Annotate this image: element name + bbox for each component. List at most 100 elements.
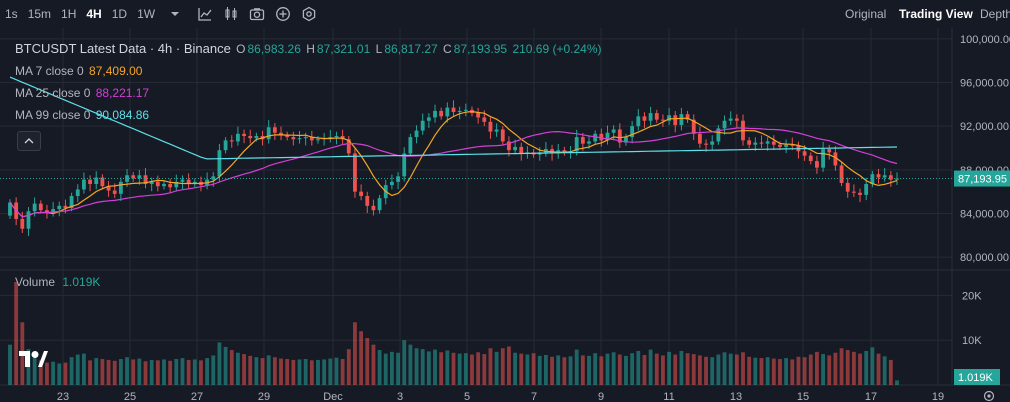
volume-bar bbox=[75, 354, 80, 385]
volume-bar bbox=[272, 357, 277, 385]
time-tick-label: 19 bbox=[932, 391, 944, 402]
timeframe-group: 1s 15m 1H 4H 1D 1W bbox=[0, 7, 160, 21]
volume-bar bbox=[248, 355, 253, 385]
symbol-title: BTCUSDT Latest Data · 4h · Binance bbox=[15, 41, 231, 56]
timeframe-1w-button[interactable]: 1W bbox=[137, 7, 156, 21]
timeframe-4h-button[interactable]: 4H bbox=[86, 7, 102, 21]
volume-bar bbox=[562, 357, 567, 385]
candle bbox=[69, 196, 74, 208]
time-tick-label: 25 bbox=[124, 391, 136, 402]
candle bbox=[445, 107, 450, 117]
volume-bar bbox=[236, 352, 240, 385]
candle bbox=[402, 153, 407, 177]
volume-bar bbox=[328, 358, 333, 385]
view-original-button[interactable]: Original bbox=[845, 7, 887, 21]
tradingview-logo-icon[interactable] bbox=[16, 346, 50, 372]
candle bbox=[106, 186, 111, 191]
volume-bar bbox=[500, 348, 505, 385]
candle bbox=[642, 116, 647, 121]
candles-icon[interactable] bbox=[220, 3, 242, 25]
line-chart-icon[interactable] bbox=[194, 3, 216, 25]
ma25-value: 88,221.17 bbox=[95, 86, 150, 100]
volume-bar bbox=[155, 360, 160, 385]
candle bbox=[574, 137, 579, 152]
candle bbox=[143, 175, 148, 184]
volume-bar bbox=[556, 355, 561, 385]
volume-bar bbox=[297, 359, 302, 385]
candle bbox=[217, 150, 222, 177]
candle bbox=[451, 107, 456, 112]
chevron-down-icon[interactable] bbox=[164, 3, 186, 25]
volume-bar bbox=[223, 346, 228, 385]
candle bbox=[131, 175, 136, 179]
candle bbox=[94, 177, 99, 184]
candle bbox=[482, 117, 487, 122]
volume-bar bbox=[537, 355, 542, 385]
settings-hex-icon[interactable] bbox=[298, 3, 320, 25]
close-value: 87,193.95 bbox=[453, 42, 508, 56]
axis-settings-icon[interactable] bbox=[983, 390, 995, 402]
volume-bar bbox=[525, 354, 530, 385]
candle bbox=[57, 205, 62, 210]
volume-bar bbox=[667, 351, 671, 385]
candle bbox=[32, 203, 37, 212]
timeframe-1h-button[interactable]: 1H bbox=[61, 7, 77, 21]
axis-settings-icon-center bbox=[987, 394, 991, 398]
volume-bar bbox=[876, 353, 881, 385]
view-depth-button[interactable]: Depth bbox=[980, 7, 1010, 21]
timeframe-1s-button[interactable]: 1s bbox=[5, 7, 18, 21]
volume-bar bbox=[796, 356, 801, 385]
volume-bar bbox=[433, 349, 437, 385]
camera-icon[interactable] bbox=[246, 3, 268, 25]
volume-bar bbox=[673, 354, 678, 385]
low-label: L bbox=[375, 42, 383, 56]
candle bbox=[396, 176, 400, 182]
candle bbox=[82, 179, 86, 190]
timeframe-1d-button[interactable]: 1D bbox=[111, 7, 128, 21]
candle bbox=[137, 175, 142, 179]
volume-bar bbox=[88, 360, 92, 385]
plus-circle-icon[interactable] bbox=[272, 3, 294, 25]
volume-tick-label: 20K bbox=[962, 290, 982, 302]
change-value: 210.69 (+0.24%) bbox=[512, 42, 602, 56]
timeframe-15m-button[interactable]: 15m bbox=[27, 7, 52, 21]
open-value: 86,983.26 bbox=[247, 42, 301, 56]
collapse-legend-button[interactable] bbox=[17, 131, 41, 151]
candle bbox=[457, 110, 462, 112]
candle bbox=[118, 181, 123, 194]
volume-bar bbox=[661, 355, 665, 385]
candle bbox=[593, 133, 598, 142]
ma7-line bbox=[9, 110, 898, 218]
volume-bar bbox=[593, 353, 598, 385]
candle bbox=[476, 113, 481, 118]
ma7-legend: MA 7 close 0 87,409.00 bbox=[15, 64, 144, 78]
volume-bar bbox=[353, 322, 357, 385]
candle bbox=[291, 137, 296, 140]
volume-bar bbox=[229, 350, 234, 385]
candle bbox=[266, 127, 271, 140]
volume-bar bbox=[377, 350, 382, 385]
candle bbox=[802, 151, 807, 156]
candle bbox=[784, 144, 789, 147]
volume-bar bbox=[851, 351, 856, 385]
volume-bar bbox=[180, 358, 185, 385]
candle bbox=[408, 137, 413, 154]
candle bbox=[630, 126, 635, 138]
volume-bar bbox=[451, 352, 456, 385]
view-trading-view-button[interactable]: Trading View bbox=[899, 7, 973, 21]
volume-bar bbox=[192, 359, 197, 385]
volume-bar bbox=[396, 352, 400, 385]
candle bbox=[63, 205, 68, 208]
ma7-value: 87,409.00 bbox=[89, 64, 143, 78]
volume-bar bbox=[168, 360, 173, 385]
volume-bar bbox=[402, 340, 407, 385]
candle bbox=[864, 184, 869, 195]
candle bbox=[414, 130, 419, 138]
candle bbox=[845, 182, 850, 192]
candlestick-chart[interactable]: 100,000.0096,000.0092,000.0088,000.0084,… bbox=[0, 28, 1010, 402]
volume-bar bbox=[38, 360, 43, 385]
volume-bar bbox=[821, 354, 825, 385]
candle bbox=[895, 178, 899, 180]
volume-bar bbox=[704, 356, 708, 385]
candle bbox=[624, 137, 628, 143]
